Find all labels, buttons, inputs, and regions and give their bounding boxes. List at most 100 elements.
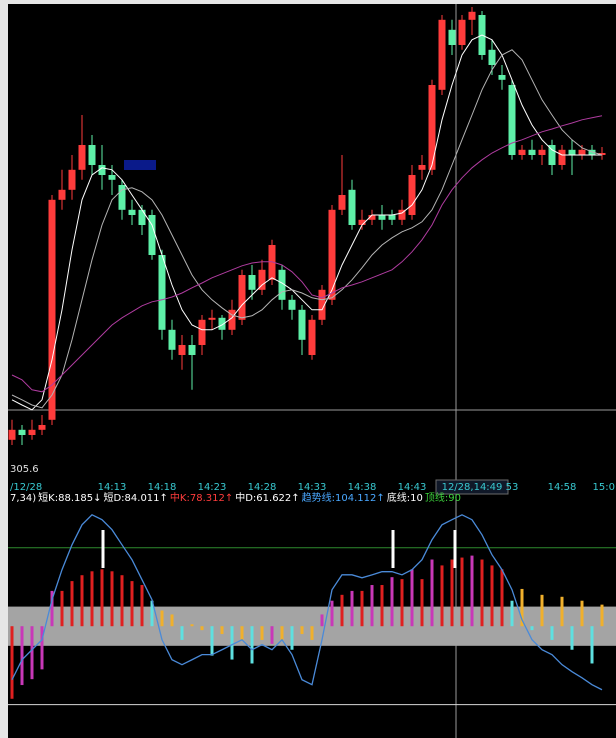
candle-body xyxy=(108,175,116,180)
candle-body xyxy=(168,329,176,350)
candle-body xyxy=(448,29,456,45)
y-tick-label: 305.6 xyxy=(10,464,39,475)
bar xyxy=(470,555,474,627)
candle-body xyxy=(328,209,336,300)
bar xyxy=(120,575,124,627)
x-tick-label: 14:28 xyxy=(248,482,277,493)
line xyxy=(11,514,603,691)
bar xyxy=(50,590,54,627)
bar xyxy=(300,626,304,635)
candle-body xyxy=(8,429,16,440)
line xyxy=(11,34,602,411)
candle-body xyxy=(218,317,226,330)
annotation-box xyxy=(124,160,156,170)
candle-body xyxy=(258,269,266,290)
candle-body xyxy=(38,425,46,430)
candle-body xyxy=(98,165,106,175)
candle-body xyxy=(488,49,496,65)
bar xyxy=(60,590,64,627)
x-tick-label: 14:33 xyxy=(298,482,327,493)
candle-body xyxy=(288,299,296,310)
bar xyxy=(290,626,294,650)
indicator-value: 短K:88.185↓ xyxy=(38,491,101,504)
candle-body xyxy=(268,245,276,280)
candle-body xyxy=(568,149,576,155)
bar xyxy=(30,626,34,680)
marks xyxy=(8,7,616,706)
bar xyxy=(260,626,264,640)
bar xyxy=(200,626,204,631)
bar xyxy=(490,565,494,627)
candle-body xyxy=(298,309,306,340)
candle-body xyxy=(498,75,506,80)
x-tick-label: 12/28,14:49 xyxy=(442,482,503,493)
bar xyxy=(440,565,444,627)
bar xyxy=(280,626,284,640)
candle-body xyxy=(188,345,196,355)
candle-body xyxy=(18,429,26,435)
bar xyxy=(500,569,504,627)
candle-body xyxy=(508,85,516,155)
candle-body xyxy=(398,209,406,220)
x-tick-label: 14:13 xyxy=(98,482,127,493)
bar xyxy=(410,569,414,627)
candle-body xyxy=(378,215,386,220)
candle-body xyxy=(418,165,426,170)
indicator-value: 7,34) xyxy=(10,493,36,504)
bar xyxy=(140,585,144,627)
candle-body xyxy=(458,19,466,45)
bar xyxy=(190,624,194,627)
candle-body xyxy=(88,145,96,165)
bar xyxy=(460,557,464,627)
bar xyxy=(400,579,404,627)
bar xyxy=(110,571,114,627)
x-tick-label: 14:38 xyxy=(348,482,377,493)
bar xyxy=(360,590,364,627)
bar xyxy=(150,600,154,627)
bar xyxy=(100,569,104,627)
bar xyxy=(330,600,334,627)
indicator-value: 底线:10 xyxy=(387,491,423,504)
candle-body xyxy=(28,429,36,435)
bar xyxy=(220,626,224,635)
bar xyxy=(20,626,24,686)
x-tick-label: 14:58 xyxy=(548,482,577,493)
line xyxy=(11,115,603,393)
bar xyxy=(580,600,584,627)
indicator-value: 顶线:90 xyxy=(425,491,461,504)
x-tick-label: 14:43 xyxy=(398,482,427,493)
bar xyxy=(540,594,544,627)
indicator-value: 中D:61.622↑ xyxy=(235,491,299,504)
candle-body xyxy=(528,149,536,155)
bar xyxy=(320,614,324,627)
bar xyxy=(340,594,344,627)
candle-body xyxy=(68,169,76,190)
bar xyxy=(350,590,354,627)
indicator-header: 7,34) 短K:88.185↓ 短D:84.011↑ 中K:78.312↑ 中D:61… xyxy=(10,491,461,504)
candle-body xyxy=(388,215,396,220)
candle-body xyxy=(468,11,476,20)
bar xyxy=(180,626,184,640)
bar xyxy=(270,626,274,644)
bar xyxy=(380,585,384,627)
candle-body xyxy=(248,275,256,290)
candle-body xyxy=(198,319,206,345)
bar xyxy=(430,559,434,627)
candle-body xyxy=(128,209,136,215)
candle-body xyxy=(558,149,566,165)
bar xyxy=(250,626,254,664)
bar xyxy=(240,626,244,640)
candle-body xyxy=(318,289,326,320)
candle-body xyxy=(438,19,446,90)
candle-body xyxy=(208,317,216,320)
candle-body xyxy=(428,85,436,170)
bar xyxy=(170,614,174,627)
bar xyxy=(70,581,74,627)
x-tick-label: 15:0 xyxy=(593,482,615,493)
indicator-value: 短D:84.011↑ xyxy=(103,491,167,504)
line xyxy=(11,49,603,409)
x-tick-label: 14:23 xyxy=(198,482,227,493)
candle-body xyxy=(58,189,66,200)
candle-body xyxy=(368,215,376,220)
candle-body xyxy=(238,275,246,320)
